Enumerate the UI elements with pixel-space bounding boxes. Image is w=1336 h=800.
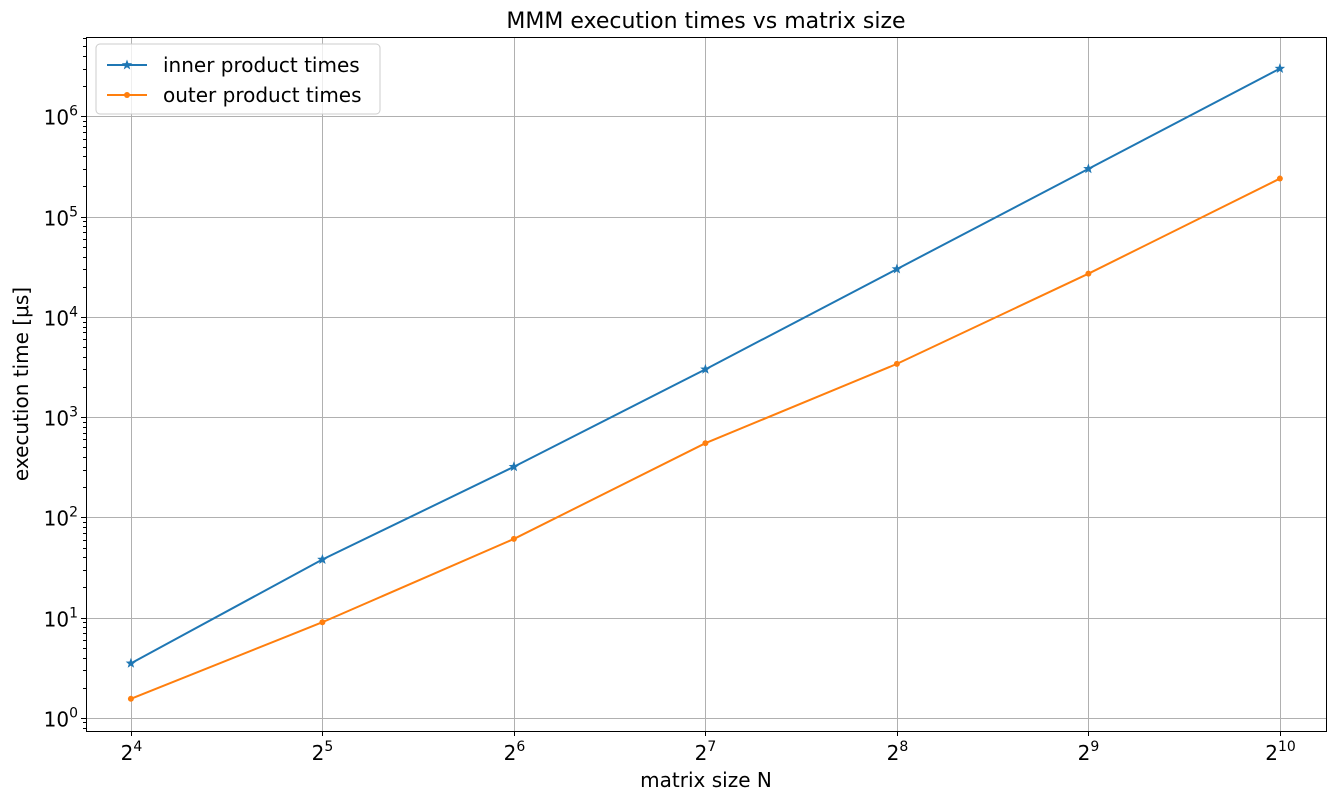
legend-marker xyxy=(121,59,133,70)
data-point xyxy=(125,657,137,668)
x-tick-label: 210 xyxy=(1265,739,1296,765)
chart-title: MMM execution times vs matrix size xyxy=(506,9,905,34)
data-point xyxy=(510,535,517,542)
data-point xyxy=(893,360,900,367)
x-tick-label: 26 xyxy=(504,739,526,765)
legend-item: inner product times xyxy=(107,53,360,77)
legend-box xyxy=(95,43,381,115)
data-point xyxy=(127,695,134,702)
data-point xyxy=(702,440,709,447)
legend-label: outer product times xyxy=(163,83,362,107)
x-axis-label: matrix size N xyxy=(640,768,772,792)
data-point xyxy=(1083,163,1094,174)
y-tick-label: 103 xyxy=(44,405,78,431)
y-tick-label: 100 xyxy=(44,706,78,732)
ticks-layer: 24 25 26 27 28 29 210 100 101 102 103 104 105 106 xyxy=(44,38,1296,765)
grid-layer xyxy=(86,37,1326,731)
data-point xyxy=(1085,270,1092,277)
y-axis-label: execution time [μs] xyxy=(9,287,33,481)
legend-item: outer product times xyxy=(107,83,362,107)
series-2 xyxy=(127,175,1283,702)
data-point xyxy=(319,619,326,626)
data-point xyxy=(700,363,711,374)
y-tick-label: 106 xyxy=(44,104,78,130)
data-point xyxy=(1276,175,1283,182)
x-tick-label: 25 xyxy=(312,739,334,765)
x-tick-label: 28 xyxy=(887,739,909,765)
x-tick-label: 27 xyxy=(695,739,717,765)
data-point xyxy=(508,461,520,472)
x-tick-label: 29 xyxy=(1078,739,1100,765)
y-tick-label: 104 xyxy=(44,305,78,331)
data-point xyxy=(317,554,328,564)
legend-marker xyxy=(124,92,130,98)
data-point xyxy=(891,263,903,274)
y-tick-label: 102 xyxy=(44,505,78,531)
y-tick-label: 105 xyxy=(44,205,78,231)
plot-frame xyxy=(86,37,1327,732)
legend-label: inner product times xyxy=(163,53,360,77)
series-layer xyxy=(125,63,1286,702)
data-point xyxy=(1274,63,1286,74)
series-1 xyxy=(125,63,1286,668)
legend: inner product times outer product times xyxy=(95,43,381,115)
y-tick-label: 101 xyxy=(44,606,78,632)
x-tick-label: 24 xyxy=(121,739,143,765)
